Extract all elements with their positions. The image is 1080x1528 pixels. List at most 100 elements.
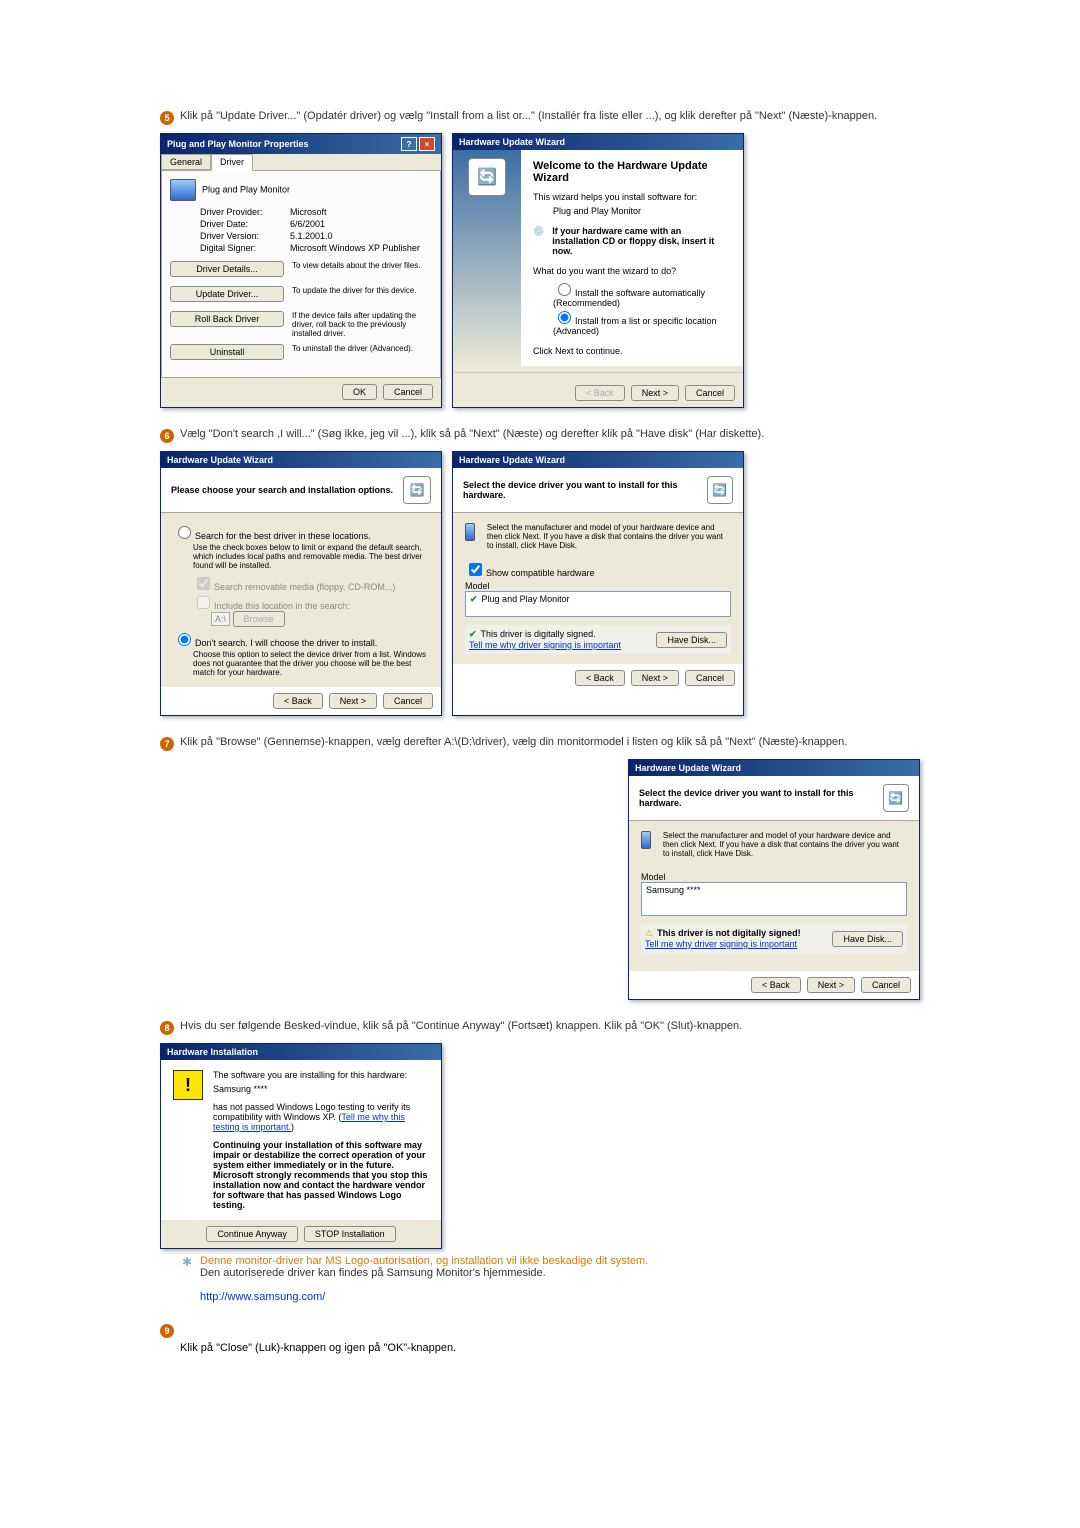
dialog-select-driver: Hardware Update Wizard Select the device… [452,451,744,716]
signed-text: This driver is digitally signed. [481,629,596,639]
samsung-url[interactable]: http://www.samsung.com/ [200,1291,325,1303]
opt-search-label: Search for the best driver in these loca… [195,531,371,541]
back-button[interactable]: < Back [575,670,625,686]
install-l1: The software you are installing for this… [213,1070,429,1080]
bullet-9: 9 [160,1324,174,1338]
cd-icon [533,226,548,256]
opt-search-radio[interactable] [178,526,191,539]
dialog-hardware-install: Hardware Installation ! The software you… [160,1043,442,1249]
install-l2: Samsung **** [213,1084,429,1094]
cancel-button[interactable]: Cancel [383,693,433,709]
search-heading: Please choose your search and installati… [171,485,393,495]
check-icon: ✔ [470,594,478,604]
dialog-properties: Plug and Play Monitor Properties ? × Gen… [160,133,442,408]
opt-list-label: Install from a list or specific location… [553,316,717,336]
select-desc: Select the manufacturer and model of you… [487,523,731,550]
dialog-welcome-wizard: Hardware Update Wizard 🔄 Welcome to the … [452,133,744,408]
select-title: Hardware Update Wizard [459,455,565,465]
install-l4: Continuing your installation of this sof… [213,1140,428,1210]
welcome-intro: This wizard helps you install software f… [533,192,731,202]
bullet-7: 7 [160,737,174,751]
back-button[interactable]: < Back [751,977,801,993]
cancel-button[interactable]: Cancel [685,670,735,686]
install-title: Hardware Installation [167,1047,258,1057]
rollback-desc: If the device fails after updating the d… [292,311,432,338]
warning-triangle-icon: ! [173,1070,203,1100]
device-name: Plug and Play Monitor [202,184,290,194]
dialog-search-options: Hardware Update Wizard Please choose you… [160,451,442,716]
opt-dont-label: Don't search. I will choose the driver t… [195,638,377,648]
back-button[interactable]: < Back [273,693,323,709]
step-9-body: Klik på "Close" (Luk)-knappen og igen på… [180,1342,920,1354]
dialog-select-driver-2: Hardware Update Wizard Select the device… [628,759,920,1000]
chk-location [197,596,210,609]
step-6: 6 Vælg "Don't search ,I will..." (Søg ik… [160,428,920,716]
step-8: 8 Hvis du ser følgende Besked-vindue, kl… [160,1020,920,1303]
select-heading: Select the device driver you want to ins… [463,480,707,500]
date-label: Driver Date: [200,219,290,229]
next-button[interactable]: Next > [631,385,679,401]
model2-listbox[interactable]: Samsung **** [641,882,907,916]
bullet-8: 8 [160,1021,174,1035]
opt-dont-desc: Choose this option to select the device … [193,650,429,677]
bullet-6: 6 [160,429,174,443]
step-7: 7 Klik på "Browse" (Gennemse)-knappen, v… [160,736,920,1000]
chk-removable-label: Search removable media (floppy, CD-ROM..… [214,582,395,592]
signer-value: Microsoft Windows XP Publisher [290,243,420,253]
tab-general[interactable]: General [161,154,211,170]
dialog-properties-title: Plug and Play Monitor Properties [167,139,309,149]
wizard-icon: 🔄 [468,158,506,196]
tell2-link[interactable]: Tell me why driver signing is important [645,939,801,949]
back-button[interactable]: < Back [575,385,625,401]
cancel-button[interactable]: Cancel [861,977,911,993]
rollback-button[interactable]: Roll Back Driver [170,311,284,327]
uninstall-desc: To uninstall the driver (Advanced). [292,344,432,353]
cancel-button[interactable]: Cancel [685,385,735,401]
help-icon[interactable]: ? [401,137,417,151]
opt-auto-label: Install the software automatically (Reco… [553,288,705,308]
model-listbox[interactable]: ✔ Plug and Play Monitor [465,591,731,617]
provider-value: Microsoft [290,207,327,217]
warning-icon [645,928,657,938]
close-icon[interactable]: × [419,137,435,151]
ok-button[interactable]: OK [342,384,377,400]
select2-heading: Select the device driver you want to ins… [639,788,883,808]
have-disk-button[interactable]: Have Disk... [656,632,727,648]
select2-desc: Select the manufacturer and model of you… [663,831,907,858]
install-l3c: ) [291,1122,294,1132]
have-disk-button[interactable]: Have Disk... [832,931,903,947]
note-line2: Den autoriserede driver kan findes på Sa… [200,1267,546,1279]
search-title: Hardware Update Wizard [167,455,273,465]
uninstall-button[interactable]: Uninstall [170,344,284,360]
welcome-question: What do you want the wizard to do? [533,266,731,276]
select2-title: Hardware Update Wizard [635,763,741,773]
welcome-heading: Welcome to the Hardware Update Wizard [533,160,731,184]
cancel-button[interactable]: Cancel [383,384,433,400]
chk-compat[interactable] [469,563,482,576]
date-value: 6/6/2001 [290,219,325,229]
provider-label: Driver Provider: [200,207,290,217]
note-line1: Denne monitor-driver har MS Logo-autoris… [200,1255,648,1267]
update-driver-button[interactable]: Update Driver... [170,286,284,302]
driver-details-desc: To view details about the driver files. [292,261,432,270]
tell-link[interactable]: Tell me why driver signing is important [469,640,621,650]
signer-label: Digital Signer: [200,243,290,253]
wizard-icon: 🔄 [707,476,733,504]
stop-install-button[interactable]: STOP Installation [304,1226,396,1242]
chk-compat-label: Show compatible hardware [486,568,595,578]
opt-auto-radio[interactable] [558,283,571,296]
opt-list-radio[interactable] [558,311,571,324]
model2-value: Samsung **** [646,885,701,895]
driver-details-button[interactable]: Driver Details... [170,261,284,277]
welcome-continue: Click Next to continue. [533,346,731,356]
model-value: Plug and Play Monitor [482,594,570,604]
star-icon: ✱ [180,1255,194,1269]
tab-driver[interactable]: Driver [211,154,253,171]
opt-dont-radio[interactable] [178,633,191,646]
continue-anyway-button[interactable]: Continue Anyway [206,1226,298,1242]
version-label: Driver Version: [200,231,290,241]
next-button[interactable]: Next > [329,693,377,709]
next-button[interactable]: Next > [807,977,855,993]
version-value: 5.1.2001.0 [290,231,333,241]
next-button[interactable]: Next > [631,670,679,686]
